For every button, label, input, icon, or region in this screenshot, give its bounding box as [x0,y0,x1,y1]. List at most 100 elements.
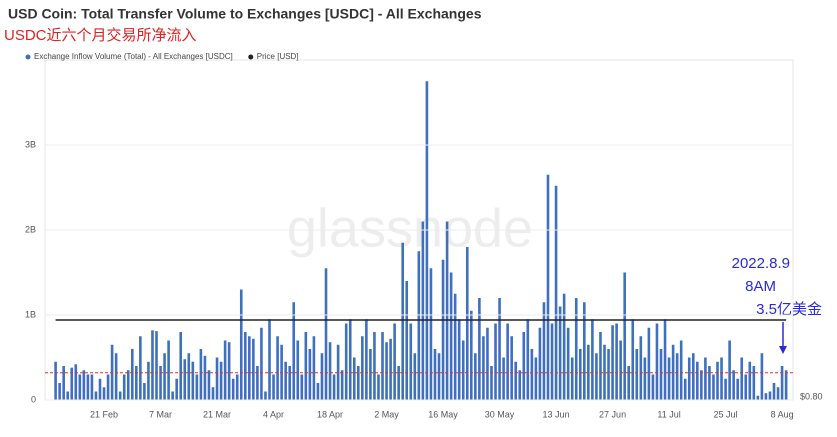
bar [736,378,739,400]
bar [752,366,756,400]
bar [655,323,659,400]
bar [102,387,106,400]
bar [143,383,146,400]
bar [643,357,647,400]
bar [90,374,94,400]
bar [405,281,409,400]
annotation: 8AM [745,278,776,295]
bar [135,366,138,400]
y-tick-label: 0 [31,394,36,404]
bar [587,344,590,400]
bar [510,336,513,400]
x-tick-label: 7 Mar [149,409,172,419]
bar [502,357,505,400]
bar [62,366,65,400]
bar [58,383,61,400]
bar [268,319,271,400]
bar [191,361,195,400]
bar [619,340,622,400]
bar [199,349,203,400]
bar [203,355,207,400]
bar [223,340,227,400]
bar [453,293,457,400]
bar [417,251,421,400]
bar [256,366,259,400]
bar [546,174,550,400]
bar [171,391,174,400]
bar [667,357,671,400]
bar [498,298,501,400]
bar [239,289,243,400]
bar [615,323,618,400]
bar [409,323,413,400]
bar [195,374,199,400]
bar [461,340,465,400]
bar [724,378,727,400]
bar [98,378,102,400]
bar [748,361,752,400]
bar [369,349,372,400]
bar [671,344,675,400]
bar [215,357,219,400]
bar [357,366,360,400]
bar [163,353,166,400]
bar [683,378,687,400]
bar [756,395,760,400]
bar [296,340,300,400]
legend-label: Exchange Inflow Volume (Total) - All Exc… [34,52,233,61]
bar [627,366,631,400]
bar [179,332,183,400]
bar [175,378,178,400]
bar [740,357,744,400]
legend-label: Price [USD] [257,52,299,61]
bar [623,272,626,400]
bar [300,374,304,400]
bar [352,357,356,400]
bar [397,366,400,400]
bar [647,327,651,400]
bar [712,374,715,400]
bar [449,272,453,400]
bar [776,387,780,400]
bar [595,353,598,400]
bar [235,374,239,400]
x-tick-label: 18 Apr [317,409,343,419]
bar [482,336,485,400]
bar [328,342,332,400]
bar [679,340,683,400]
bar [720,357,723,400]
bar [530,349,534,400]
bar [377,374,380,400]
bar [599,332,602,400]
bar [421,221,425,400]
bar [433,349,437,400]
bar [558,306,562,400]
bar [373,332,376,400]
bar [760,353,764,400]
bar [562,293,566,400]
bar [631,319,635,400]
bar [308,349,312,400]
bar [716,361,719,400]
bar [728,340,731,400]
bar [122,374,126,400]
bar [114,353,118,400]
bar [151,330,154,400]
bar [744,374,748,400]
bar [425,81,429,400]
bar [639,336,643,400]
bar [514,361,518,400]
bar [155,331,158,400]
bar [538,327,542,400]
bar [340,370,344,400]
x-tick-label: 21 Feb [90,409,118,419]
bar [70,367,74,400]
bar [292,302,296,400]
bar [542,302,546,400]
bar [54,361,57,400]
chart-subtitle: USDC近六个月交易所净流入 [4,26,197,44]
bar [401,242,404,400]
bar [490,366,493,400]
bar [243,332,247,400]
x-tick-label: 4 Apr [263,409,284,419]
